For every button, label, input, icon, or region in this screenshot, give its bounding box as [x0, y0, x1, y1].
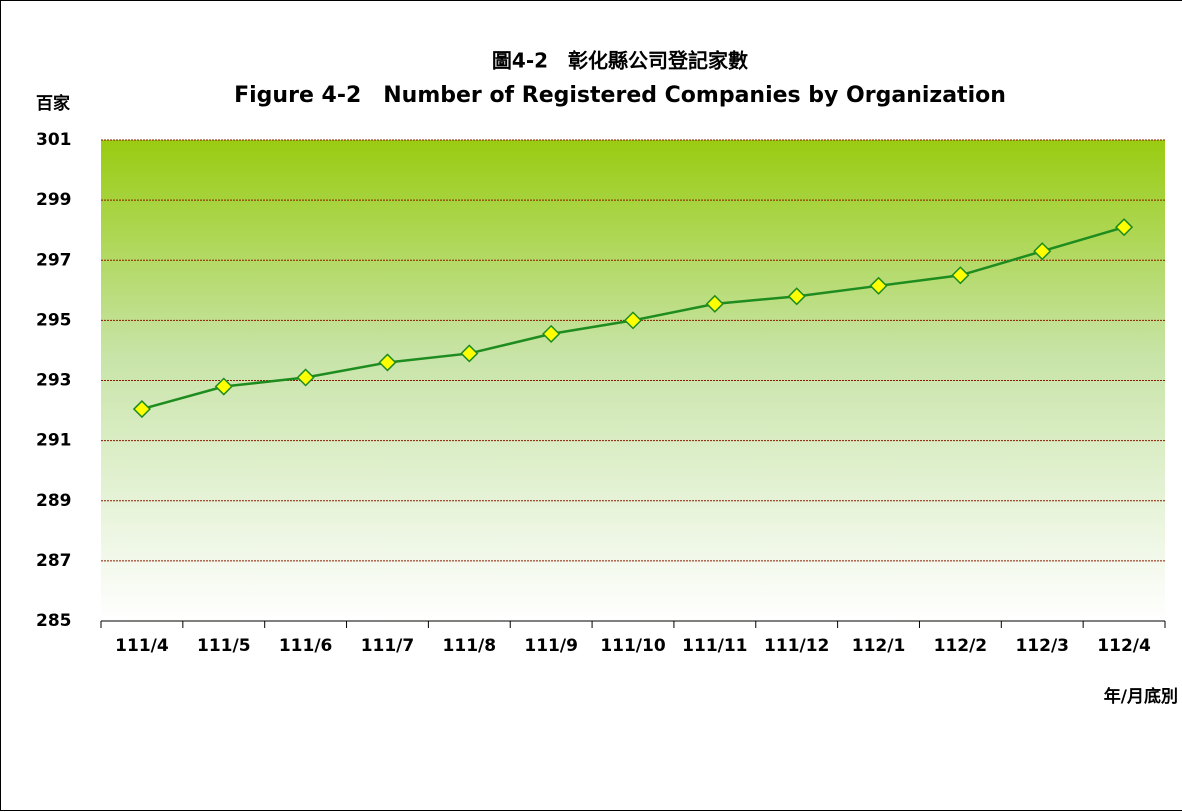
data-point	[1115, 218, 1134, 237]
y-tick-label: 287	[36, 551, 72, 571]
data-point	[214, 377, 233, 396]
y-tick-label: 293	[36, 371, 72, 391]
data-point	[460, 344, 479, 363]
data-point	[296, 368, 315, 387]
x-tick-label: 111/6	[279, 636, 333, 656]
x-tick-label: 111/10	[600, 636, 666, 656]
x-tick-label: 111/5	[197, 636, 251, 656]
y-tick-label: 297	[36, 250, 72, 270]
data-point	[951, 266, 970, 285]
data-point	[132, 399, 151, 419]
data-point	[623, 311, 643, 330]
x-tick-label: 112/2	[934, 636, 988, 656]
y-axis-label: 百家	[36, 93, 70, 114]
x-tick-label: 111/7	[361, 636, 415, 656]
y-tick-label: 295	[36, 310, 72, 330]
y-tick-label: 291	[36, 431, 72, 451]
y-tick-label: 299	[36, 190, 72, 210]
x-tick-label: 111/9	[524, 636, 578, 656]
x-tick-label: 111/4	[115, 636, 169, 656]
x-axis-label: 年/月底別	[1104, 686, 1178, 707]
data-point	[869, 276, 888, 295]
x-tick-label: 112/3	[1015, 636, 1069, 656]
y-tick-label: 301	[36, 130, 72, 150]
x-tick-label: 111/11	[682, 636, 747, 656]
data-point	[705, 294, 724, 313]
y-tick-label: 285	[36, 611, 72, 631]
x-tick-label: 112/1	[852, 636, 906, 656]
chart-subtitle: Figure 4-2 Number of Registered Companie…	[234, 83, 1006, 108]
y-tick-label: 289	[36, 491, 72, 511]
x-tick-label: 111/12	[764, 636, 829, 656]
x-tick-label: 111/8	[443, 636, 497, 656]
data-point	[1033, 242, 1052, 261]
data-point	[787, 287, 806, 306]
x-tick-label: 112/4	[1097, 636, 1151, 656]
chart-title: 圖4-2 彰化縣公司登記家數	[492, 49, 748, 73]
data-point	[542, 324, 561, 343]
data-point	[378, 353, 397, 372]
